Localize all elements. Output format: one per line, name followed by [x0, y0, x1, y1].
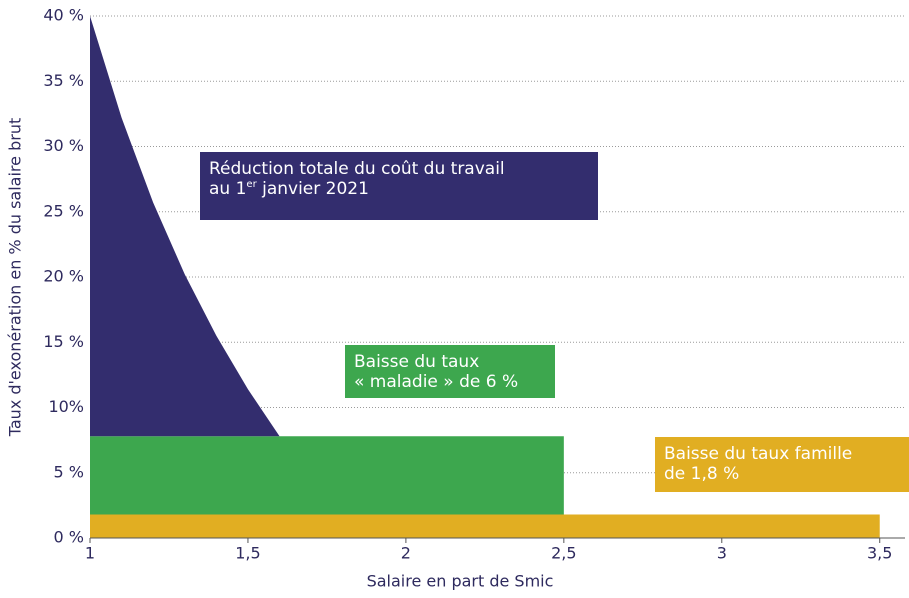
- y-tick-label: 35 %: [43, 71, 84, 90]
- annotation-text: Baisse du taux famille: [664, 444, 852, 464]
- annotation-text-part: de 1,8 %: [664, 464, 739, 484]
- area: [90, 16, 280, 437]
- annotation-text-part: au 1: [209, 179, 246, 199]
- annotation-text: de 1,8 %: [664, 464, 739, 484]
- annotation-box: [200, 152, 598, 220]
- x-tick-label: 1: [85, 544, 95, 563]
- annotation-text: Baisse du taux: [354, 352, 479, 372]
- x-tick-label: 2: [401, 544, 411, 563]
- x-tick-label: 2,5: [551, 544, 576, 563]
- x-tick-label: 3,5: [867, 544, 892, 563]
- y-tick-label: 10%: [48, 397, 84, 416]
- annotation-box: [655, 437, 909, 492]
- y-tick-label: 20 %: [43, 267, 84, 286]
- annotation-text: « maladie » de 6 %: [354, 372, 518, 392]
- area: [90, 436, 564, 515]
- y-axis-label: Taux d'exonération en % du salaire brut: [6, 118, 25, 438]
- area: [90, 514, 880, 538]
- x-tick-label: 1,5: [235, 544, 260, 563]
- areas: [90, 16, 880, 538]
- y-tick-label: 25 %: [43, 201, 84, 220]
- annotation-text-part: « maladie » de 6 %: [354, 372, 518, 392]
- annotation: Baisse du taux« maladie » de 6 %: [345, 345, 555, 398]
- annotation-text-part: er: [246, 179, 257, 190]
- y-tick-label: 40 %: [43, 6, 84, 25]
- y-tick-label: 30 %: [43, 136, 84, 155]
- annotation-text: au 1er janvier 2021: [209, 179, 369, 200]
- y-tick-label: 0 %: [54, 528, 84, 547]
- axes: 0 % 5 % 10% 15 % 20 % 25 % 30 % 35 % 40 % 1 1,5 2 2,…: [43, 6, 905, 563]
- y-tick-label: 15 %: [43, 332, 84, 351]
- annotation-box: [345, 345, 555, 398]
- y-tick-label: 5 %: [54, 462, 84, 481]
- x-tick-label: 3: [717, 544, 727, 563]
- annotation-text-part: janvier 2021: [257, 179, 369, 199]
- x-axis-label: Salaire en part de Smic: [367, 572, 554, 591]
- annotation-text: Réduction totale du coût du travail: [209, 159, 505, 179]
